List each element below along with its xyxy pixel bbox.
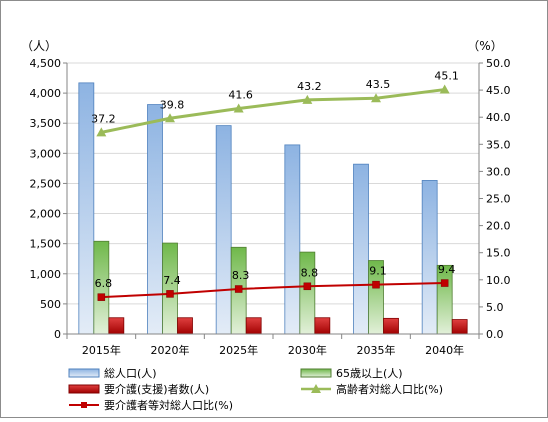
left-axis-tick-label: 4,500 — [30, 57, 62, 70]
left-axis-tick-label: 2,500 — [30, 177, 62, 190]
data-labels: 37.2 39.8 41.6 43.2 43.5 45.1 6.8 7.4 8.3 8.8 9.1 9… — [91, 70, 459, 291]
marker-elderly-ratio — [302, 94, 313, 104]
left-axis-tick-label: 3,000 — [30, 147, 62, 160]
right-axis-unit: （%） — [467, 39, 502, 53]
legend-item-care-ratio: 要介護者等対総人口比(%) — [69, 398, 233, 412]
bar-aged-65-plus — [299, 251, 316, 335]
bar-total-population — [215, 125, 232, 335]
left-axis-tick-label: 0 — [54, 328, 61, 341]
gridlines — [67, 62, 479, 305]
legend-item-aged-65-plus: 65歳以上(人) — [300, 367, 403, 380]
x-axis-tick-label: 2025年 — [219, 343, 258, 357]
legend: 総人口(人) 65歳以上(人) 要介護(支援)者数(人) 高齢者対総人口比(%)… — [68, 366, 443, 412]
legend-item-elderly-ratio: 高齢者対総人口比(%) — [301, 382, 443, 396]
data-label-elderly-ratio: 43.2 — [297, 80, 322, 93]
legend-label-aged-65-plus: 65歳以上(人) — [336, 367, 403, 380]
left-axis-tick-label: 1,500 — [30, 238, 62, 251]
data-label-elderly-ratio: 41.6 — [228, 89, 253, 102]
marker-care-ratio — [303, 282, 312, 291]
right-axis-tick-label: 10.0 — [486, 274, 511, 287]
data-label-care-ratio: 9.4 — [438, 263, 456, 276]
marker-elderly-ratio — [439, 84, 450, 94]
left-axis-tick-label: 4,000 — [30, 87, 62, 100]
data-label-care-ratio: 7.4 — [163, 274, 181, 287]
data-label-care-ratio: 8.3 — [232, 269, 250, 282]
right-axis-tick-label: 45.0 — [486, 84, 511, 97]
line-elderly-ratio — [101, 88, 445, 134]
marker-care-ratio — [166, 290, 174, 298]
data-label-elderly-ratio: 37.2 — [91, 112, 116, 125]
data-label-care-ratio: 6.8 — [95, 277, 113, 290]
data-label-elderly-ratio: 39.8 — [160, 98, 185, 111]
data-label-elderly-ratio: 43.5 — [366, 78, 391, 91]
right-axis-tick-label: 0.0 — [486, 328, 504, 341]
bar-aged-65-plus — [162, 242, 178, 335]
x-axis-tick-label: 2030年 — [288, 343, 327, 357]
right-axis-tick-label: 20.0 — [486, 220, 511, 233]
x-axis-tick-label: 2015年 — [82, 343, 121, 357]
data-label-care-ratio: 9.1 — [369, 265, 387, 278]
right-axis-tick-label: 40.0 — [486, 111, 511, 124]
x-axis-labels: 2015年 2020年 2025年 2030年 2035年 2040年 — [82, 343, 464, 357]
left-axis-tick-label: 500 — [40, 298, 61, 311]
right-axis-tick-label: 25.0 — [486, 193, 511, 206]
x-axis-tick-label: 2035年 — [357, 343, 396, 357]
legend-swatch-total-population — [68, 368, 100, 378]
bar-care-recipients — [177, 317, 193, 335]
legend-marker-elderly-ratio — [311, 384, 321, 393]
bar-total-population — [284, 144, 301, 335]
marker-elderly-ratio — [233, 103, 244, 113]
x-axis-tick-label: 2020年 — [151, 343, 190, 357]
legend-item-care-recipients: 要介護(支援)者数(人) — [68, 382, 209, 396]
x-axis-tick-label: 2040年 — [425, 343, 464, 357]
data-label-elderly-ratio: 45.1 — [434, 70, 459, 83]
bar-total-population — [147, 104, 163, 335]
right-axis-tick-label: 15.0 — [486, 247, 511, 260]
legend-label-total-population: 総人口(人) — [104, 366, 157, 380]
right-axis-tick-label: 5.0 — [486, 301, 504, 314]
legend-item-total-population: 総人口(人) — [68, 366, 157, 380]
marker-care-ratio — [234, 285, 243, 293]
right-axis-tick-label: 50.0 — [486, 57, 511, 70]
bar-care-recipients — [383, 317, 399, 335]
line-care-ratio — [101, 282, 445, 299]
legend-label-elderly-ratio: 高齢者対総人口比(%) — [336, 382, 443, 396]
bar-total-population — [421, 180, 438, 335]
left-axis-tick-label: 3,500 — [30, 117, 62, 130]
legend-label-care-recipients: 要介護(支援)者数(人) — [104, 382, 209, 396]
legend-swatch-aged-65-plus — [300, 368, 332, 378]
left-axis-tick-label: 1,000 — [30, 268, 62, 281]
right-axis-tick-label: 35.0 — [486, 138, 511, 151]
marker-elderly-ratio — [96, 127, 107, 137]
marker-care-ratio — [372, 280, 380, 289]
marker-care-ratio — [440, 279, 449, 287]
legend-label-care-ratio: 要介護者等対総人口比(%) — [104, 398, 233, 412]
bar-care-recipients — [451, 319, 468, 335]
marker-elderly-ratio — [371, 93, 381, 103]
bar-care-recipients — [108, 317, 125, 335]
data-label-care-ratio: 8.8 — [301, 266, 319, 279]
right-axis-tick-label: 30.0 — [486, 165, 511, 178]
legend-marker-care-ratio — [81, 402, 87, 408]
bar-care-recipients — [314, 317, 331, 335]
line-series — [96, 84, 450, 301]
bar-total-population — [353, 163, 369, 335]
left-axis-unit: （人） — [21, 39, 57, 53]
bar-care-recipients — [245, 317, 262, 335]
plot-axes — [66, 63, 480, 339]
marker-elderly-ratio — [165, 113, 175, 123]
marker-care-ratio — [97, 293, 106, 301]
legend-swatch-care-recipients — [68, 384, 100, 394]
right-axis-ticks: 0.0 5.0 10.0 15.0 20.0 25.0 30.0 35.0 40.0 45.0 50… — [479, 57, 511, 341]
left-axis-tick-label: 2,000 — [30, 208, 62, 221]
left-axis-ticks: 0 500 1,000 1,500 2,000 2,500 3,000 3,500 4,000 4… — [30, 57, 67, 341]
